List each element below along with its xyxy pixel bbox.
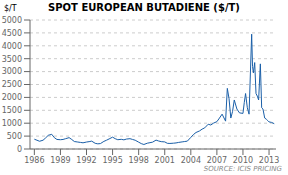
svg-text:0: 0 [17, 145, 22, 154]
svg-text:5000: 5000 [2, 16, 22, 25]
svg-text:1986: 1986 [24, 156, 44, 163]
svg-text:1995: 1995 [102, 156, 122, 163]
svg-text:4500: 4500 [2, 29, 22, 38]
svg-text:1992: 1992 [76, 156, 96, 163]
svg-text:2010: 2010 [233, 156, 253, 163]
svg-text:2000: 2000 [2, 93, 22, 102]
svg-text:2500: 2500 [2, 80, 22, 89]
svg-text:2007: 2007 [207, 156, 227, 163]
html-text:$/T: $/T [4, 4, 17, 13]
html-text:SPOT EUROPEAN BUTADIENE ($/T): SPOT EUROPEAN BUTADIENE ($/T) [48, 2, 240, 13]
svg-text:3500: 3500 [2, 55, 22, 64]
svg-text:2004: 2004 [181, 156, 201, 163]
svg-text:2013: 2013 [259, 156, 279, 163]
svg-text:1989: 1989 [50, 156, 70, 163]
svg-text:2001: 2001 [155, 156, 175, 163]
svg-text:3000: 3000 [2, 67, 22, 76]
svg-text:500: 500 [7, 132, 22, 141]
svg-text:1000: 1000 [2, 119, 22, 128]
svg-text:1500: 1500 [2, 106, 22, 115]
svg-text:1998: 1998 [128, 156, 148, 163]
html-text:SOURCE: ICIS PRICING: SOURCE: ICIS PRICING [203, 165, 282, 173]
svg-text:4000: 4000 [2, 42, 22, 51]
